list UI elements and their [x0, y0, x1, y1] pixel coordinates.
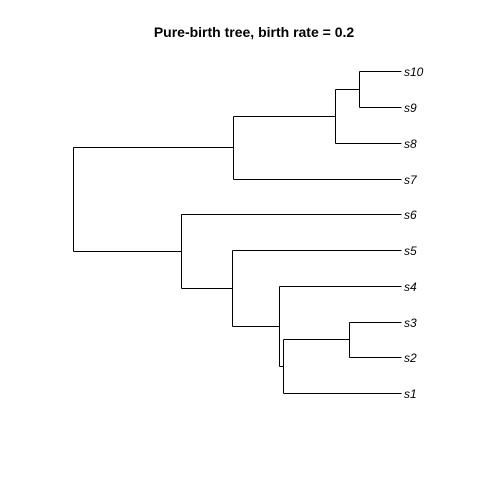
tip-label-s8: s8: [404, 137, 417, 151]
plot-title: Pure-birth tree, birth rate = 0.2: [154, 24, 355, 40]
tip-label-s4: s4: [404, 280, 417, 294]
tip-label-s2: s2: [404, 351, 417, 365]
tip-label-s3: s3: [404, 316, 417, 330]
tree-branches: [73, 71, 402, 394]
tip-label-s6: s6: [404, 208, 417, 222]
tip-label-s7: s7: [404, 173, 418, 187]
tip-label-s10: s10: [404, 65, 424, 79]
tip-labels: s10 s9 s8 s7 s6 s5 s4 s3 s2 s1: [404, 65, 424, 401]
tip-label-s9: s9: [404, 101, 417, 115]
tip-label-s1: s1: [404, 387, 417, 401]
tip-label-s5: s5: [404, 244, 417, 258]
